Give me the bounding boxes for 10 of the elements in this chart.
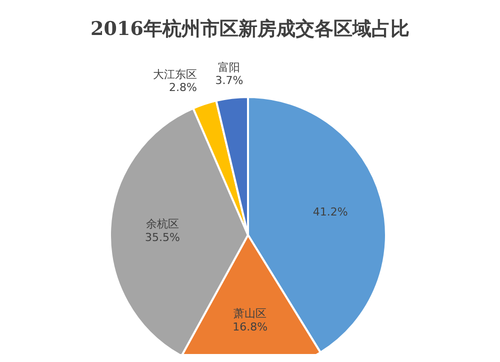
data-label: 41.2% (312, 205, 348, 218)
slice-label: 余杭区 (146, 218, 180, 231)
slice-label: 富阳 (218, 60, 240, 74)
data-label: 16.8% (232, 320, 268, 334)
chart-title: 2016年杭州市区新房成交各区域占比 (90, 17, 410, 42)
data-label: 2.8% (169, 81, 197, 94)
slice-label: 萧山区 (234, 307, 267, 320)
slice-label: 大江东区 (152, 68, 197, 81)
data-label: 35.5% (145, 230, 180, 244)
data-label: 3.7% (215, 74, 244, 87)
